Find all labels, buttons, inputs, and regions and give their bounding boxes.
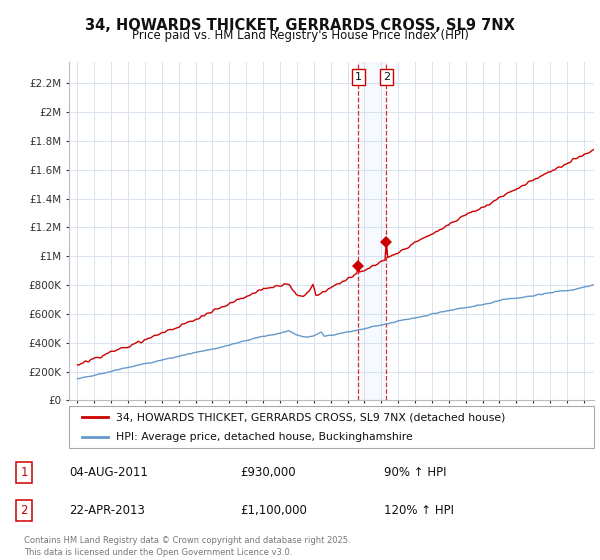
Text: 2: 2 [20,504,28,517]
Text: Contains HM Land Registry data © Crown copyright and database right 2025.
This d: Contains HM Land Registry data © Crown c… [24,536,350,557]
Text: 90% ↑ HPI: 90% ↑ HPI [384,466,446,479]
Text: 1: 1 [355,72,362,82]
Bar [358,62,386,400]
Text: £930,000: £930,000 [240,466,296,479]
Text: £1,100,000: £1,100,000 [240,504,307,517]
Text: HPI: Average price, detached house, Buckinghamshire: HPI: Average price, detached house, Buck… [116,432,413,442]
Text: 22-APR-2013: 22-APR-2013 [69,504,145,517]
Text: 2: 2 [383,72,390,82]
Text: 34, HOWARDS THICKET, GERRARDS CROSS, SL9 7NX: 34, HOWARDS THICKET, GERRARDS CROSS, SL9… [85,18,515,33]
Text: Price paid vs. HM Land Registry's House Price Index (HPI): Price paid vs. HM Land Registry's House … [131,29,469,42]
FancyBboxPatch shape [69,406,594,448]
Text: 04-AUG-2011: 04-AUG-2011 [69,466,148,479]
Text: 1: 1 [20,466,28,479]
Text: 120% ↑ HPI: 120% ↑ HPI [384,504,454,517]
Text: 34, HOWARDS THICKET, GERRARDS CROSS, SL9 7NX (detached house): 34, HOWARDS THICKET, GERRARDS CROSS, SL9… [116,412,506,422]
